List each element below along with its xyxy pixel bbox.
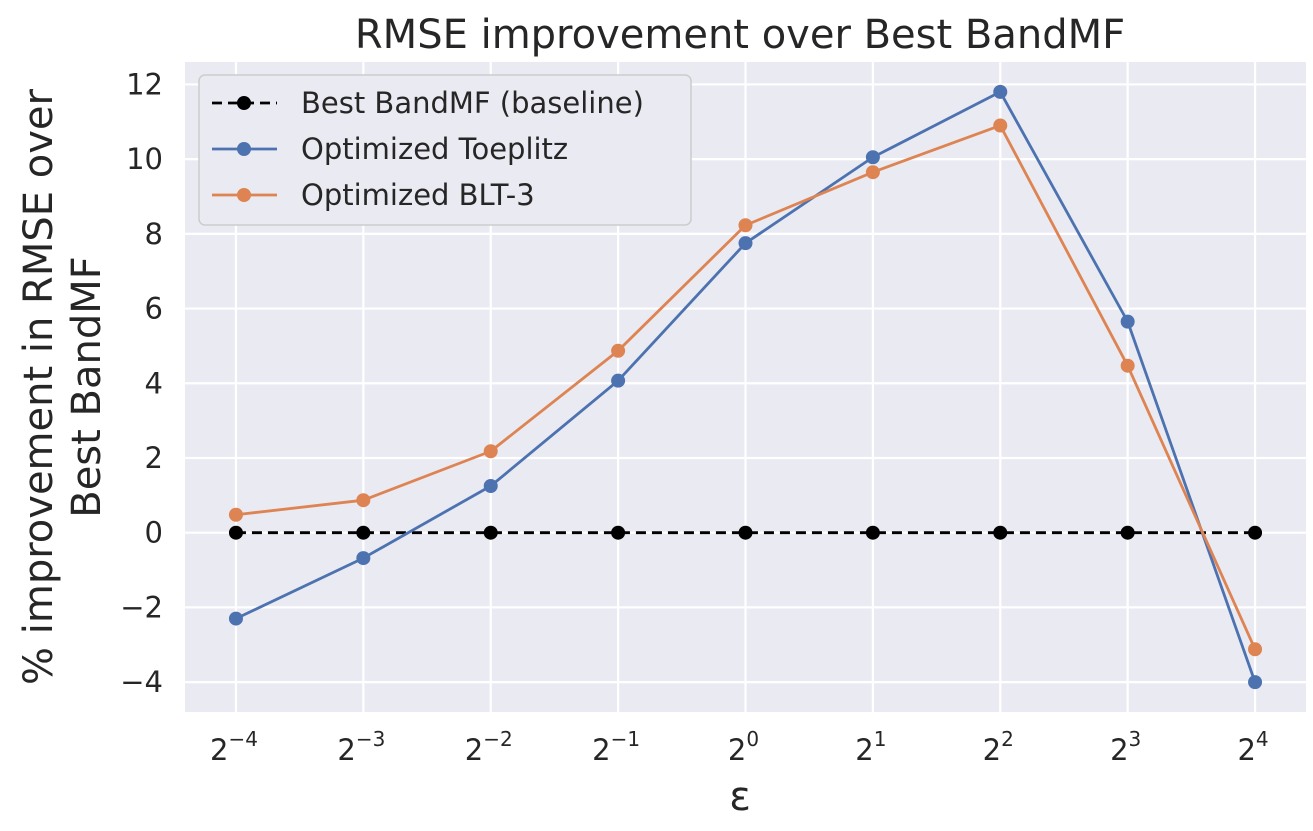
x-tick-labels: 2−4 2−3 2−2 2−1 20 21 22 23 24 <box>210 727 1269 767</box>
series-2-point <box>228 507 243 522</box>
x-tick-label: 20 <box>728 727 759 767</box>
y-tick-label: −2 <box>120 590 163 624</box>
series-1-point <box>356 551 371 566</box>
series-1-point <box>228 611 243 626</box>
series-2-point <box>738 218 753 233</box>
legend: Best BandMF (baseline) Optimized Toeplitz… <box>198 74 692 226</box>
series-0-point <box>865 525 880 540</box>
series-1-point <box>865 150 880 165</box>
y-tick-label: 4 <box>145 366 163 400</box>
series-1-point <box>483 478 498 493</box>
legend-swatch-marker <box>237 96 251 110</box>
series-0-point <box>483 525 498 540</box>
x-tick-label: 2−3 <box>337 727 385 767</box>
legend-swatch-marker <box>237 142 251 156</box>
series-0-point <box>993 525 1008 540</box>
y-tick-labels: 12 10 8 6 4 2 0 −2 −4 <box>120 67 163 699</box>
y-tick-label: 10 <box>126 142 163 176</box>
y-axis-label-line-1: % improvement in RMSE over <box>16 89 62 685</box>
series-1-point <box>1248 675 1263 690</box>
series-2-point <box>993 118 1008 133</box>
series-1-point <box>1120 314 1135 329</box>
series-1-point <box>738 236 753 251</box>
y-tick-label: −4 <box>120 665 163 699</box>
x-tick-label: 24 <box>1237 727 1268 767</box>
legend-entry-label: Optimized BLT-3 <box>301 178 535 212</box>
series-0-point <box>611 525 626 540</box>
grid <box>185 62 1306 712</box>
series-2-point <box>611 343 626 358</box>
series-0-point <box>1248 525 1263 540</box>
y-tick-label: 0 <box>145 516 163 550</box>
x-tick-label: 21 <box>855 727 886 767</box>
series-0-point <box>228 525 243 540</box>
y-axis-label-line-2: Best BandMF <box>64 256 110 518</box>
series-2-point <box>483 444 498 459</box>
series-1-point <box>611 373 626 388</box>
x-tick-label: 22 <box>983 727 1014 767</box>
legend-entry-label: Best BandMF (baseline) <box>301 86 644 120</box>
y-axis-label: % improvement in RMSE over Best BandMF <box>16 89 110 685</box>
series-0-point <box>738 525 753 540</box>
y-tick-label: 8 <box>145 217 163 251</box>
y-tick-label: 12 <box>126 67 163 101</box>
legend-entry-label: Optimized Toeplitz <box>301 132 568 166</box>
series-0-point <box>1120 525 1135 540</box>
x-tick-label: 2−4 <box>210 727 258 767</box>
y-tick-label: 2 <box>145 441 163 475</box>
legend-box <box>198 74 692 226</box>
chart-title: RMSE improvement over Best BandMF <box>355 12 1125 58</box>
x-tick-label: 2−1 <box>592 727 640 767</box>
x-tick-label: 2−2 <box>465 727 513 767</box>
x-tick-label: 23 <box>1110 727 1141 767</box>
series-0-point <box>356 525 371 540</box>
series-layer <box>228 84 1263 690</box>
series-2-point <box>356 493 371 508</box>
series-2-point <box>865 165 880 180</box>
x-axis-label: ε <box>729 774 751 820</box>
legend-swatch-marker <box>237 188 251 202</box>
series-2-point <box>1120 358 1135 373</box>
y-tick-label: 6 <box>145 292 163 326</box>
series-2-point <box>1248 642 1263 657</box>
series-1-point <box>993 84 1008 99</box>
